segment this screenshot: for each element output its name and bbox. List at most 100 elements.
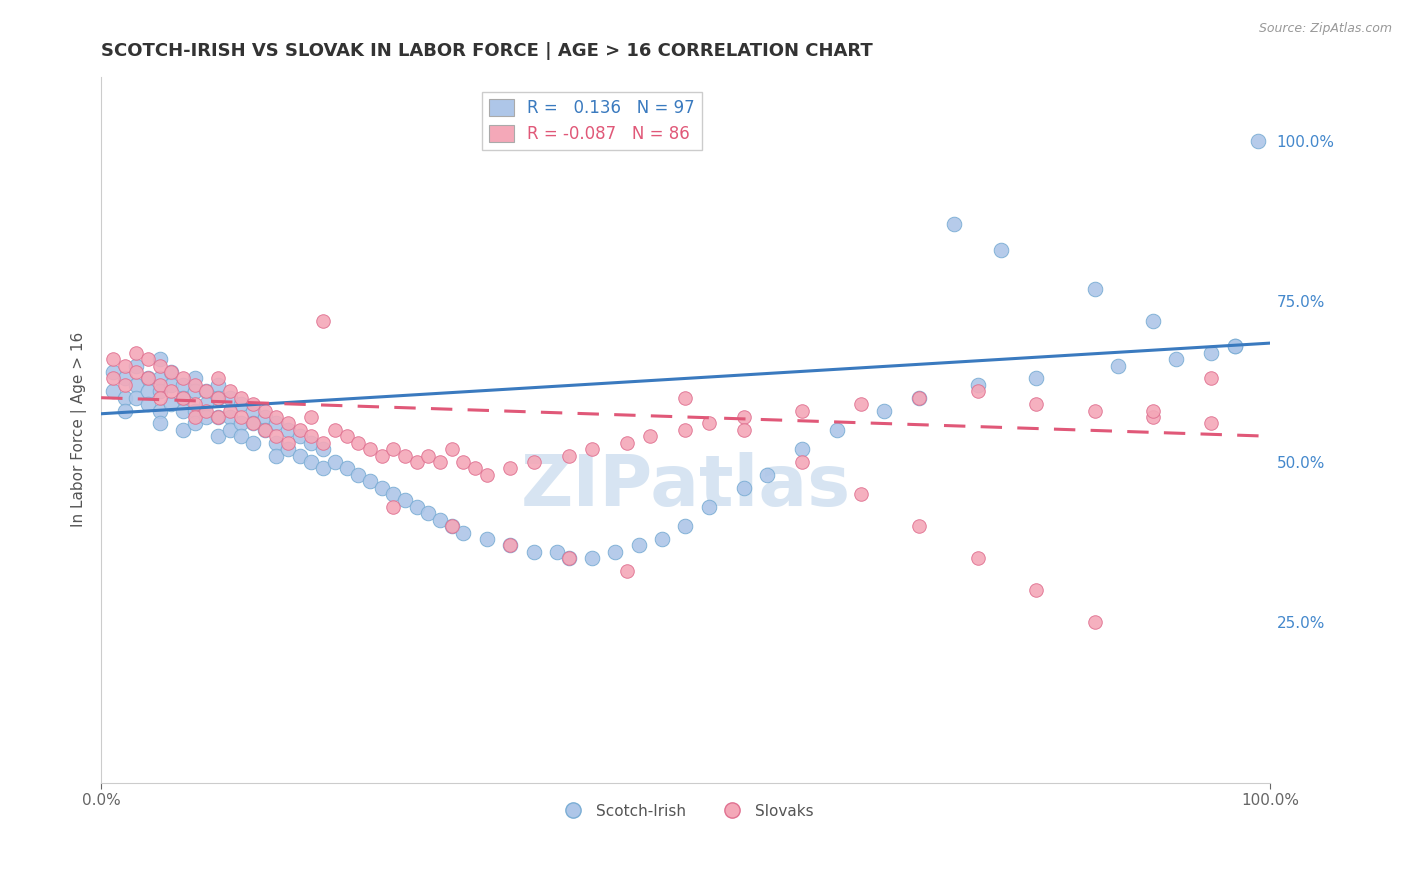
Point xyxy=(1025,397,1047,411)
Point xyxy=(160,384,183,399)
Point xyxy=(546,545,568,559)
Point xyxy=(359,442,381,456)
Point xyxy=(1025,371,1047,385)
Point xyxy=(522,455,544,469)
Point xyxy=(464,461,486,475)
Point xyxy=(172,391,194,405)
Point xyxy=(990,243,1012,257)
Point xyxy=(101,352,124,367)
Point xyxy=(218,423,240,437)
Point xyxy=(266,449,288,463)
Point xyxy=(101,365,124,379)
Point xyxy=(966,377,988,392)
Point xyxy=(966,551,988,566)
Point xyxy=(499,461,522,475)
Point xyxy=(114,377,136,392)
Point xyxy=(136,371,159,385)
Point xyxy=(160,365,183,379)
Point xyxy=(382,487,405,501)
Point xyxy=(195,384,218,399)
Point xyxy=(207,409,229,424)
Point xyxy=(440,519,463,533)
Point xyxy=(418,506,440,520)
Point xyxy=(522,545,544,559)
Point xyxy=(640,429,662,443)
Point xyxy=(557,449,579,463)
Point xyxy=(792,442,814,456)
Point xyxy=(195,384,218,399)
Point xyxy=(125,365,148,379)
Point xyxy=(1223,339,1246,353)
Point xyxy=(697,417,720,431)
Point xyxy=(335,461,357,475)
Point xyxy=(1025,583,1047,598)
Point xyxy=(1201,371,1223,385)
Point xyxy=(277,423,299,437)
Point xyxy=(125,377,148,392)
Point xyxy=(557,551,579,566)
Point xyxy=(148,384,170,399)
Point xyxy=(440,442,463,456)
Point xyxy=(394,449,416,463)
Point xyxy=(418,449,440,463)
Point xyxy=(616,564,638,578)
Point xyxy=(1201,345,1223,359)
Point xyxy=(160,365,183,379)
Point xyxy=(301,435,323,450)
Point xyxy=(266,409,288,424)
Point xyxy=(382,500,405,514)
Point xyxy=(756,467,779,482)
Point xyxy=(733,409,755,424)
Point xyxy=(136,384,159,399)
Point xyxy=(873,403,896,417)
Point xyxy=(440,519,463,533)
Point xyxy=(675,519,697,533)
Point xyxy=(195,397,218,411)
Point xyxy=(195,409,218,424)
Point xyxy=(207,371,229,385)
Point xyxy=(405,455,427,469)
Point xyxy=(172,371,194,385)
Point xyxy=(675,391,697,405)
Point xyxy=(242,417,264,431)
Point xyxy=(101,371,124,385)
Point xyxy=(183,417,205,431)
Point xyxy=(1142,313,1164,327)
Point xyxy=(266,417,288,431)
Point xyxy=(288,423,311,437)
Text: SCOTCH-IRISH VS SLOVAK IN LABOR FORCE | AGE > 16 CORRELATION CHART: SCOTCH-IRISH VS SLOVAK IN LABOR FORCE | … xyxy=(101,42,873,60)
Point xyxy=(231,417,253,431)
Point xyxy=(160,397,183,411)
Point xyxy=(581,551,603,566)
Y-axis label: In Labor Force | Age > 16: In Labor Force | Age > 16 xyxy=(72,332,87,527)
Point xyxy=(218,403,240,417)
Point xyxy=(499,538,522,552)
Point xyxy=(301,455,323,469)
Point xyxy=(207,377,229,392)
Point xyxy=(394,493,416,508)
Point xyxy=(616,435,638,450)
Point xyxy=(908,391,931,405)
Point xyxy=(148,403,170,417)
Point xyxy=(183,377,205,392)
Point xyxy=(312,435,335,450)
Point xyxy=(242,403,264,417)
Point xyxy=(697,500,720,514)
Point xyxy=(792,455,814,469)
Point xyxy=(125,391,148,405)
Point xyxy=(499,538,522,552)
Point xyxy=(266,435,288,450)
Point xyxy=(1083,403,1105,417)
Point xyxy=(148,371,170,385)
Point xyxy=(231,429,253,443)
Point xyxy=(114,359,136,373)
Point xyxy=(733,481,755,495)
Point xyxy=(207,409,229,424)
Point xyxy=(172,377,194,392)
Point xyxy=(347,467,370,482)
Point xyxy=(183,409,205,424)
Point xyxy=(231,391,253,405)
Point xyxy=(1142,409,1164,424)
Point xyxy=(1166,352,1188,367)
Point xyxy=(114,403,136,417)
